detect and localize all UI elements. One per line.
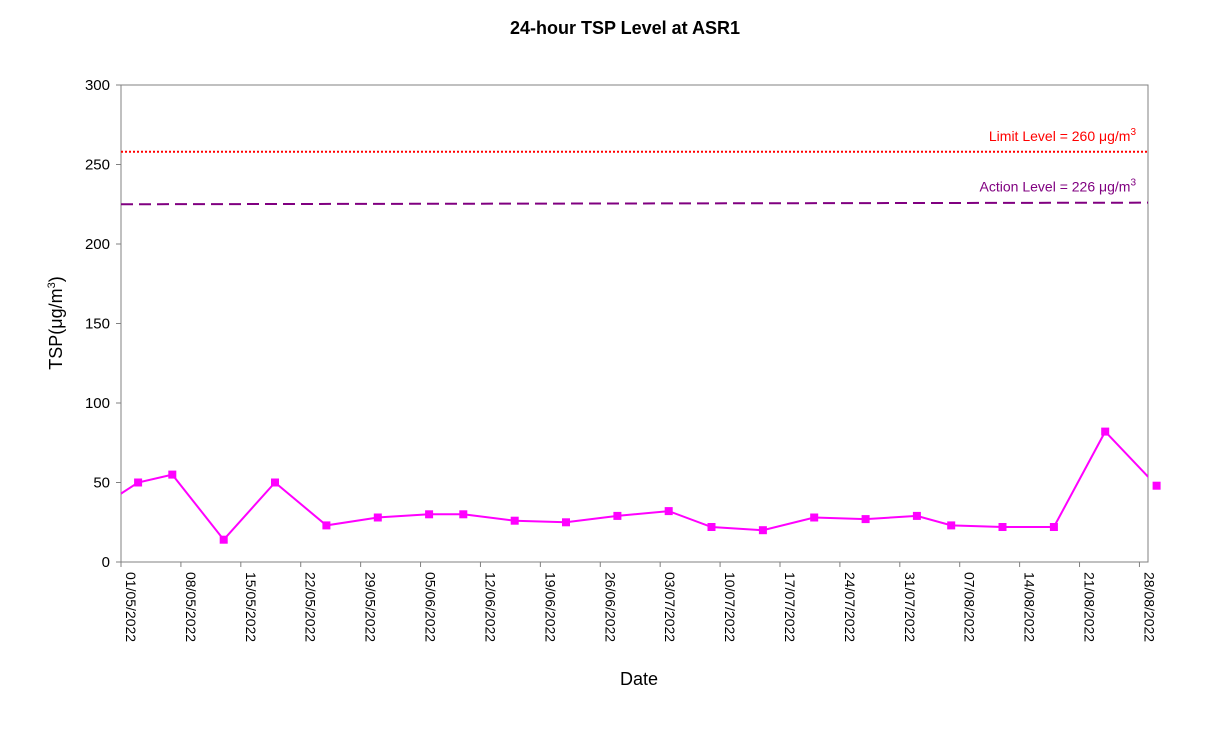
y-tick-label: 50 (93, 475, 110, 492)
y-axis: 0 50 100 150 200 250 300 (85, 77, 121, 571)
tsp-data-point (1049, 523, 1058, 531)
tsp-data-point (322, 521, 331, 530)
tsp-data-point (861, 515, 870, 524)
x-tick-label: 10/07/2022 (722, 572, 738, 642)
action-level-label: Action Level = 226 μg/m3 (980, 178, 1137, 195)
tsp-data-point (998, 523, 1007, 531)
x-axis: 01/05/2022 08/05/2022 15/05/2022 22/05/2022… (120, 562, 1157, 642)
x-tick-label: 21/08/2022 (1082, 572, 1098, 642)
x-axis-title: Date (620, 669, 658, 689)
x-tick-label: 17/07/2022 (782, 572, 798, 642)
y-axis-title-unit: g/m (46, 288, 66, 318)
tsp-data-point (134, 478, 143, 487)
limit-level-label-mu: μ (1099, 128, 1107, 144)
action-level-label-sup: 3 (1130, 178, 1136, 189)
x-tick-label: 29/05/2022 (363, 572, 379, 642)
tsp-data-point (947, 521, 956, 530)
tsp-data-point (168, 470, 177, 479)
series-layer (121, 427, 1161, 544)
x-tick-label: 28/08/2022 (1141, 572, 1157, 642)
x-tick-label: 24/07/2022 (842, 572, 858, 642)
y-axis-title-main: TSP( (46, 329, 66, 370)
action-level-label-mu: μ (1099, 179, 1107, 195)
chart-title: 24-hour TSP Level at ASR1 (510, 18, 740, 38)
tsp-data-point (459, 510, 468, 519)
action-level-line (120, 201, 1149, 206)
tsp-data-point (810, 513, 819, 522)
y-axis-title-sup: 3 (46, 282, 58, 288)
tsp-data-point (912, 511, 921, 520)
tsp-data-point (707, 523, 716, 531)
y-tick-label: 0 (102, 554, 110, 571)
x-tick-label: 07/08/2022 (962, 572, 978, 642)
x-tick-label: 22/05/2022 (303, 572, 319, 642)
y-tick-label: 250 (85, 157, 110, 174)
tsp-data-point (664, 507, 673, 516)
limit-level-label: Limit Level = 260 μg/m3 (989, 127, 1137, 144)
limit-level-label-sup: 3 (1130, 127, 1136, 138)
x-tick-label: 08/05/2022 (183, 572, 199, 642)
action-level-label-label: Action Level = 226 (980, 179, 1099, 195)
y-tick-label: 200 (85, 236, 110, 253)
x-tick-label: 12/06/2022 (482, 572, 498, 642)
x-tick-label: 01/05/2022 (123, 572, 139, 642)
tsp-data-point (219, 535, 228, 544)
x-tick-label: 19/06/2022 (542, 572, 558, 642)
x-tick-label: 14/08/2022 (1022, 572, 1038, 642)
tsp-data-point (562, 518, 570, 527)
tsp-data-point (510, 516, 519, 525)
y-axis-title: TSP(μg/m3) (46, 276, 66, 370)
plot-area-frame (120, 84, 1149, 563)
y-tick-label: 150 (85, 316, 110, 333)
tsp-data-point (758, 526, 767, 535)
tsp-data-point (425, 510, 434, 519)
y-axis-title-mu: μ (46, 318, 66, 328)
y-tick-label: 100 (85, 395, 110, 412)
tsp-data-point (373, 513, 382, 522)
x-tick-label: 05/06/2022 (423, 572, 439, 642)
tsp-data-point (1101, 427, 1110, 436)
x-tick-label: 03/07/2022 (662, 572, 678, 642)
x-tick-label: 31/07/2022 (902, 572, 918, 642)
tsp-data-point (613, 511, 622, 520)
limit-level-label-unit: g/m (1107, 128, 1130, 144)
y-axis-title-close: ) (46, 276, 66, 282)
y-tick-label: 300 (85, 77, 110, 94)
tsp-data-point (271, 478, 279, 487)
x-tick-label: 15/05/2022 (243, 572, 259, 642)
action-level-label-unit: g/m (1107, 179, 1130, 195)
limit-level-label-label: Limit Level = 260 (989, 128, 1099, 144)
x-tick-label: 26/06/2022 (602, 572, 618, 642)
tsp-data-point (1152, 481, 1161, 490)
